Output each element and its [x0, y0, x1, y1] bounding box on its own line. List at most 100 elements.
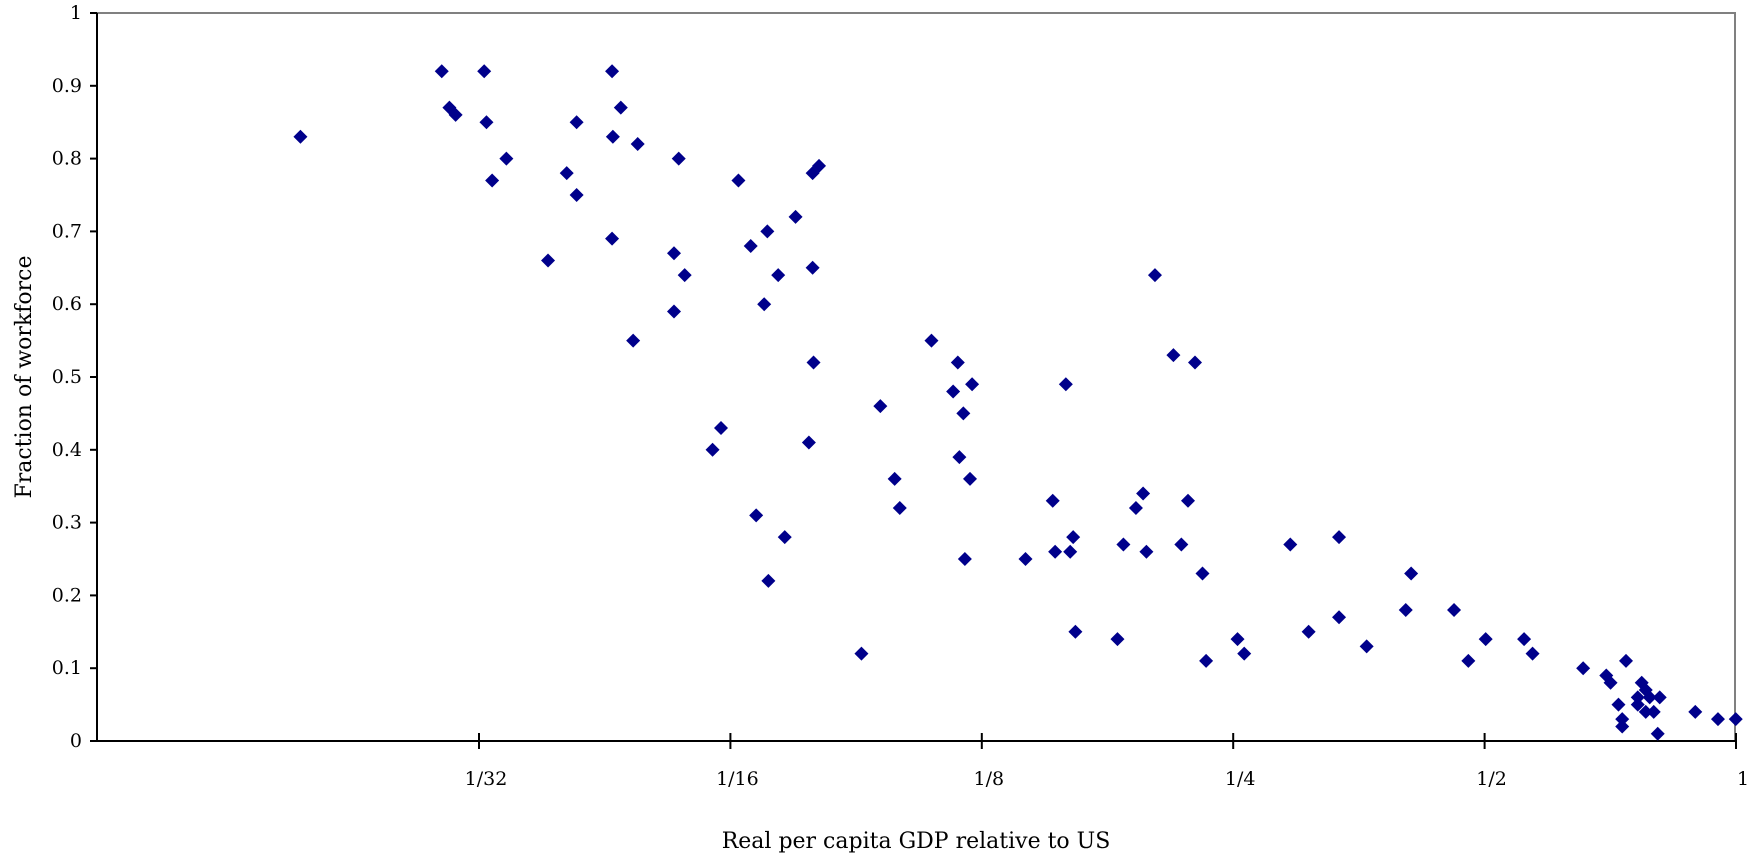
- data-point: [1332, 610, 1347, 625]
- x-tick-label: 1/16: [716, 768, 759, 790]
- data-point: [1166, 348, 1181, 363]
- data-point: [605, 64, 620, 79]
- data-point: [1359, 639, 1374, 654]
- y-tick-label: 0.9: [52, 75, 82, 97]
- data-point: [448, 107, 463, 122]
- data-point: [788, 209, 803, 224]
- data-point: [805, 260, 820, 275]
- data-point: [1642, 690, 1657, 705]
- data-point: [1180, 493, 1195, 508]
- data-point: [605, 231, 620, 246]
- data-point: [1199, 653, 1214, 668]
- x-tick-label: 1: [1737, 768, 1749, 790]
- y-tick-label: 0.6: [52, 293, 82, 315]
- y-tick-label: 0.2: [52, 584, 82, 606]
- y-tick-label: 0.7: [52, 220, 82, 242]
- data-point: [479, 115, 494, 130]
- data-point: [477, 64, 492, 79]
- data-point: [812, 158, 827, 173]
- data-point: [1058, 377, 1073, 392]
- y-tick-label: 1: [70, 2, 82, 24]
- data-point: [957, 552, 972, 566]
- data-point: [1638, 704, 1653, 719]
- data-point: [924, 333, 939, 348]
- data-point: [667, 246, 682, 261]
- data-point: [1619, 653, 1634, 668]
- data-point: [499, 151, 514, 166]
- x-axis-title: Real per capita GDP relative to US: [722, 829, 1111, 854]
- data-point: [1461, 653, 1476, 668]
- data-point: [569, 115, 584, 130]
- data-point: [293, 129, 308, 144]
- data-point: [1615, 719, 1630, 734]
- data-point: [1136, 486, 1151, 501]
- data-point: [887, 471, 902, 486]
- data-point: [761, 573, 776, 588]
- data-point: [671, 151, 686, 166]
- data-point: [1611, 697, 1626, 712]
- data-point: [677, 268, 692, 283]
- data-point: [963, 471, 978, 486]
- y-tick-label: 0.5: [52, 366, 82, 388]
- data-point: [713, 420, 728, 435]
- data-point: [1728, 712, 1743, 727]
- data-point: [854, 646, 869, 661]
- data-point: [1650, 726, 1665, 741]
- data-point: [1116, 537, 1131, 552]
- x-tick-label: 1/8: [974, 768, 1005, 790]
- x-tick-label: 1/4: [1225, 768, 1256, 790]
- data-point: [1066, 530, 1081, 545]
- data-point: [1045, 493, 1060, 508]
- y-tick-label: 0.3: [52, 512, 82, 534]
- data-points: [293, 64, 1743, 741]
- data-point: [950, 355, 965, 370]
- plot-frame: [96, 12, 1736, 742]
- data-point: [801, 435, 816, 450]
- data-point: [956, 406, 971, 421]
- data-point: [873, 399, 888, 414]
- data-point: [1576, 661, 1591, 676]
- y-tick-label: 0: [70, 730, 82, 752]
- data-point: [1139, 544, 1154, 559]
- data-point: [806, 355, 821, 370]
- y-tick-label: 0.4: [52, 439, 82, 461]
- data-point: [1630, 690, 1645, 705]
- data-point: [743, 238, 758, 253]
- data-point: [569, 188, 584, 202]
- data-point: [777, 530, 792, 545]
- data-point: [1174, 537, 1189, 552]
- data-point: [1603, 675, 1618, 690]
- data-point: [1063, 544, 1078, 559]
- data-point: [749, 508, 764, 523]
- data-point: [559, 166, 574, 181]
- data-point: [1398, 602, 1413, 617]
- data-point: [757, 297, 772, 312]
- data-point: [1615, 712, 1630, 727]
- data-point: [1447, 602, 1462, 617]
- data-point: [965, 377, 980, 392]
- data-point: [1404, 566, 1419, 581]
- data-point: [1110, 632, 1125, 647]
- data-point: [1068, 624, 1083, 639]
- data-point: [630, 137, 645, 152]
- data-point: [1128, 501, 1143, 516]
- data-point: [760, 224, 775, 239]
- y-tick-label: 0.8: [52, 148, 82, 170]
- y-axis-ticks: 0 0.1 0.2 0.3 0.4 0.5 0.6 0.7 0.8 0.9 1: [52, 2, 97, 752]
- x-tick-label: 1/2: [1476, 768, 1507, 790]
- data-point: [1710, 712, 1725, 727]
- data-point: [626, 333, 641, 348]
- data-point: [667, 304, 682, 319]
- x-axis-ticks: 1/32 1/16 1/8 1/4 1/2 1: [465, 733, 1749, 790]
- data-point: [731, 173, 746, 188]
- data-point: [892, 501, 907, 516]
- data-point: [1688, 704, 1703, 719]
- data-point: [1195, 566, 1210, 581]
- data-point: [1652, 690, 1667, 705]
- data-point: [1332, 530, 1347, 545]
- data-point: [1187, 355, 1202, 370]
- data-point: [1048, 544, 1063, 559]
- x-tick-label: 1/32: [465, 768, 508, 790]
- data-point: [1478, 632, 1493, 647]
